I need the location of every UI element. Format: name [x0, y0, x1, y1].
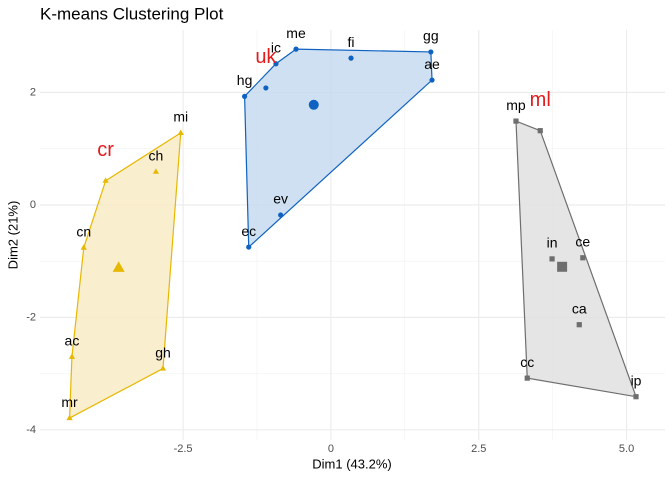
point-label: mp — [506, 97, 526, 113]
point — [177, 129, 184, 136]
x-tick-label: -2.5 — [174, 443, 193, 455]
point — [246, 244, 252, 250]
point-label: cn — [76, 223, 91, 239]
point-label: in — [547, 235, 558, 251]
point — [159, 365, 167, 371]
point — [241, 93, 248, 99]
point-label: ca — [572, 300, 587, 316]
point-label: ev — [273, 191, 288, 207]
point-label: ml — [530, 89, 551, 111]
point — [278, 212, 284, 218]
point-label: uk — [255, 46, 277, 68]
point — [576, 322, 582, 328]
x-axis-label: Dim1 (43.2%) — [312, 456, 391, 471]
point — [273, 61, 279, 67]
y-tick-label: 2 — [30, 86, 36, 98]
x-tick-label: 2.5 — [471, 443, 486, 455]
y-tick-label: 0 — [30, 199, 36, 211]
x-tick-label: 5.0 — [619, 443, 634, 455]
point — [293, 46, 299, 52]
point-label: ac — [65, 332, 80, 348]
point-label: mi — [173, 109, 188, 125]
point — [263, 85, 269, 91]
point-label: gh — [155, 344, 171, 360]
cluster-hull — [68, 131, 182, 420]
point-label: fi — [348, 34, 355, 50]
point-label: ic — [271, 39, 281, 55]
point — [513, 118, 519, 124]
cluster-center — [112, 261, 125, 272]
point — [524, 375, 530, 381]
point — [66, 414, 73, 421]
point — [429, 77, 435, 83]
y-tick-label: -2 — [26, 311, 36, 323]
point — [80, 244, 87, 250]
point — [68, 353, 76, 359]
point-label: gg — [423, 28, 439, 44]
point — [633, 394, 639, 400]
point-label: cr — [97, 139, 114, 161]
y-tick-label: -4 — [26, 424, 36, 436]
point — [580, 255, 586, 261]
point-label: me — [286, 25, 306, 41]
point — [537, 128, 543, 134]
cluster-center — [308, 99, 319, 110]
point — [102, 177, 109, 183]
point — [348, 55, 354, 61]
x-tick-label: 0 — [328, 443, 334, 455]
y-axis-label: Dim2 (21%) — [5, 201, 20, 270]
cluster-hull — [243, 48, 433, 249]
chart-title: K-means Clustering Plot — [40, 4, 224, 23]
point-label: cc — [520, 354, 534, 370]
point-label: ce — [575, 233, 590, 249]
point — [428, 49, 434, 55]
cluster-center — [557, 261, 568, 272]
point-label: ip — [631, 372, 642, 388]
point-label: ae — [424, 56, 440, 72]
point — [549, 256, 555, 262]
point-label: ch — [148, 147, 163, 163]
point-label: hg — [237, 72, 253, 88]
point-label: ec — [241, 223, 256, 239]
point-label: mr — [61, 394, 78, 410]
point — [152, 168, 160, 174]
